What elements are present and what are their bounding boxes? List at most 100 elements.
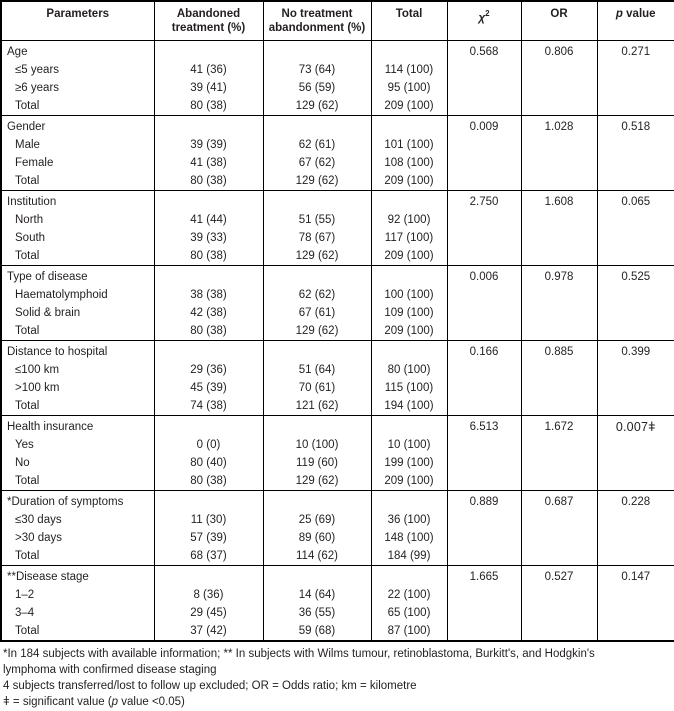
col-header-total-label: Total bbox=[395, 8, 423, 20]
no-abandonment-cell: 129 (62) bbox=[262, 96, 372, 115]
no-abandonment-cell: 59 (68) bbox=[262, 621, 372, 641]
empty-cell bbox=[153, 189, 264, 211]
abandoned-cell: 11 (30) bbox=[153, 510, 264, 529]
section-label-cell: Age bbox=[0, 39, 155, 61]
empty-cell bbox=[262, 264, 372, 286]
row-label-cell: Total bbox=[0, 96, 155, 115]
empty-cell bbox=[596, 603, 674, 622]
or-cell: 1.028 bbox=[520, 114, 598, 136]
or-cell: 0.687 bbox=[520, 489, 598, 511]
or-cell: 0.527 bbox=[520, 564, 598, 586]
header-row: Parameters Abandoned treatment (%) No tr… bbox=[0, 1, 674, 41]
section-label-cell: Type of disease bbox=[0, 264, 155, 286]
empty-cell bbox=[520, 153, 598, 172]
total-cell: 101 (100) bbox=[370, 135, 448, 154]
row-label-cell: Female bbox=[0, 153, 155, 172]
p-symbol: p bbox=[615, 8, 623, 20]
empty-cell bbox=[446, 60, 522, 79]
col-header-parameters: Parameters bbox=[0, 1, 155, 41]
table-row: Total 68 (37) 114 (62) 184 (99) bbox=[0, 546, 674, 565]
abandoned-cell: 80 (40) bbox=[153, 453, 264, 472]
empty-cell bbox=[596, 528, 674, 547]
empty-cell bbox=[596, 210, 674, 229]
footnote-text: lymphoma with confirmed disease staging bbox=[3, 663, 217, 676]
total-cell: 65 (100) bbox=[370, 603, 448, 622]
empty-cell bbox=[596, 471, 674, 490]
abandoned-cell: 0 (0) bbox=[153, 435, 264, 454]
abandoned-cell: 80 (38) bbox=[153, 471, 264, 490]
footnote-line-1: *In 184 subjects with available informat… bbox=[3, 646, 670, 662]
footnotes: *In 184 subjects with available informat… bbox=[0, 642, 674, 711]
empty-cell bbox=[596, 321, 674, 340]
total-cell: 209 (100) bbox=[370, 471, 448, 490]
empty-cell bbox=[370, 189, 448, 211]
table-row: Haematolymphoid 38 (38) 62 (62) 100 (100) bbox=[0, 285, 674, 304]
empty-cell bbox=[262, 189, 372, 211]
empty-cell bbox=[596, 360, 674, 379]
total-cell: 209 (100) bbox=[370, 171, 448, 190]
footnote-text: ǂ = significant value ( bbox=[3, 696, 112, 709]
empty-cell bbox=[370, 414, 448, 436]
no-abandonment-cell: 67 (61) bbox=[262, 303, 372, 322]
col-header-parameters-label: Parameters bbox=[46, 8, 110, 20]
section-header-row: Institution 2.750 1.608 0.065 bbox=[0, 189, 674, 211]
empty-cell bbox=[446, 153, 522, 172]
col-header-total: Total bbox=[370, 1, 448, 41]
col-header-abandoned-treatment: Abandoned treatment (%) bbox=[153, 1, 264, 41]
table-row: >100 km 45 (39) 70 (61) 115 (100) bbox=[0, 378, 674, 397]
row-label-cell: Total bbox=[0, 396, 155, 415]
empty-cell bbox=[596, 285, 674, 304]
no-abandonment-cell: 114 (62) bbox=[262, 546, 372, 565]
empty-cell bbox=[520, 360, 598, 379]
abandoned-cell: 80 (38) bbox=[153, 96, 264, 115]
section-label-cell: Distance to hospital bbox=[0, 339, 155, 361]
table-body: Age 0.568 0.806 0.271 ≤5 years 41 (36) 73 (64)… bbox=[0, 39, 674, 641]
pvalue-cell: 0.228 bbox=[596, 489, 674, 511]
empty-cell bbox=[446, 585, 522, 604]
total-cell: 148 (100) bbox=[370, 528, 448, 547]
row-label-cell: No bbox=[0, 453, 155, 472]
row-label-cell: Yes bbox=[0, 435, 155, 454]
empty-cell bbox=[596, 585, 674, 604]
empty-cell bbox=[153, 489, 264, 511]
empty-cell bbox=[446, 321, 522, 340]
empty-cell bbox=[446, 621, 522, 641]
empty-cell bbox=[520, 471, 598, 490]
no-abandonment-cell: 51 (64) bbox=[262, 360, 372, 379]
table-row: ≥6 years 39 (41) 56 (59) 95 (100) bbox=[0, 78, 674, 97]
empty-cell bbox=[446, 546, 522, 565]
abandoned-cell: 39 (41) bbox=[153, 78, 264, 97]
no-abandonment-cell: 14 (64) bbox=[262, 585, 372, 604]
abandoned-cell: 39 (39) bbox=[153, 135, 264, 154]
row-label-cell: Solid & brain bbox=[0, 303, 155, 322]
no-abandonment-cell: 62 (62) bbox=[262, 285, 372, 304]
table-row: South 39 (33) 78 (67) 117 (100) bbox=[0, 228, 674, 247]
empty-cell bbox=[520, 171, 598, 190]
total-cell: 184 (99) bbox=[370, 546, 448, 565]
section-label-cell: *Duration of symptoms bbox=[0, 489, 155, 511]
no-abandonment-cell: 89 (60) bbox=[262, 528, 372, 547]
empty-cell bbox=[153, 114, 264, 136]
empty-cell bbox=[446, 378, 522, 397]
chi2-cell: 0.889 bbox=[446, 489, 522, 511]
table-row: 3–4 29 (45) 36 (55) 65 (100) bbox=[0, 603, 674, 622]
col-header-abandoned-label: Abandoned treatment (%) bbox=[171, 8, 246, 34]
table-row: Total 80 (38) 129 (62) 209 (100) bbox=[0, 246, 674, 265]
empty-cell bbox=[262, 414, 372, 436]
col-header-pvalue-label: value bbox=[626, 8, 656, 20]
empty-cell bbox=[520, 228, 598, 247]
empty-cell bbox=[596, 135, 674, 154]
empty-cell bbox=[370, 339, 448, 361]
abandoned-cell: 38 (38) bbox=[153, 285, 264, 304]
section-header-row: *Duration of symptoms 0.889 0.687 0.228 bbox=[0, 489, 674, 511]
empty-cell bbox=[446, 246, 522, 265]
empty-cell bbox=[596, 78, 674, 97]
empty-cell bbox=[446, 78, 522, 97]
table-row: North 41 (44) 51 (55) 92 (100) bbox=[0, 210, 674, 229]
total-cell: 199 (100) bbox=[370, 453, 448, 472]
no-abandonment-cell: 129 (62) bbox=[262, 246, 372, 265]
empty-cell bbox=[520, 585, 598, 604]
empty-cell bbox=[520, 435, 598, 454]
table-header: Parameters Abandoned treatment (%) No tr… bbox=[0, 1, 674, 41]
empty-cell bbox=[596, 546, 674, 565]
